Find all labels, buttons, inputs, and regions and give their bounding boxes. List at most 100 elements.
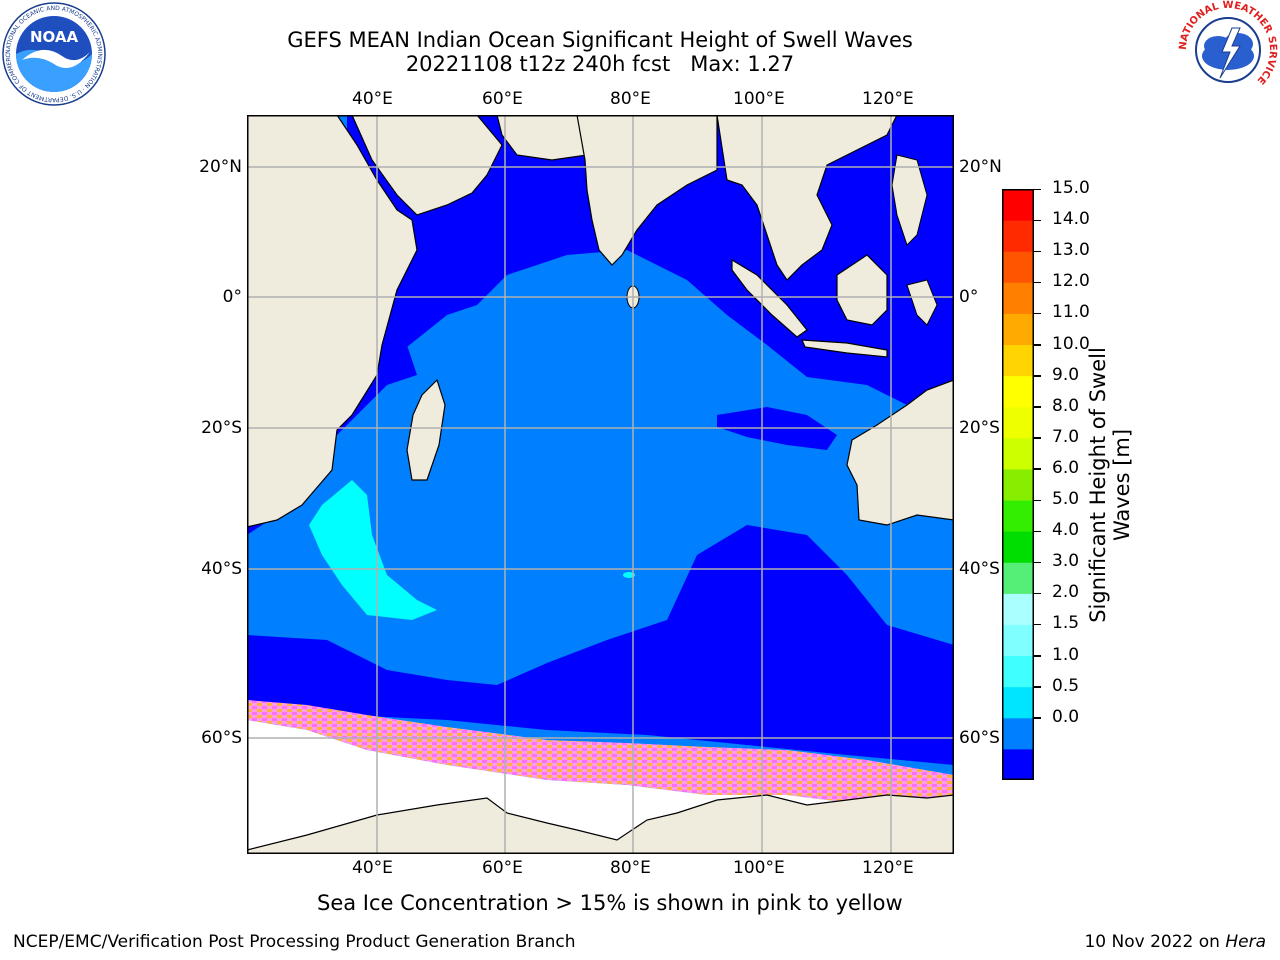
title-line-2: 20221108 t12z 240h fcst Max: 1.27 bbox=[405, 52, 795, 76]
colorbar-segment bbox=[1002, 251, 1034, 283]
noaa-logo: NOAA NATIONAL OCEANIC AND ATMOSPHERIC AD… bbox=[0, 0, 106, 106]
colorbar-tick-label: 7.0 bbox=[1052, 426, 1080, 447]
title-line-1: GEFS MEAN Indian Ocean Significant Heigh… bbox=[287, 28, 913, 52]
land-borneo bbox=[836, 254, 888, 326]
lon-tick-top-0: 40°E bbox=[352, 89, 393, 109]
footer-date: 10 Nov 2022 on bbox=[1084, 932, 1226, 952]
ocean-level-2 bbox=[309, 480, 437, 620]
colorbar-tick-mark bbox=[1034, 592, 1041, 595]
colorbar-segment bbox=[1002, 189, 1034, 221]
colorbar-segment bbox=[1002, 500, 1034, 532]
colorbar-tick-mark bbox=[1034, 655, 1041, 657]
colorbar-tick-mark bbox=[1034, 375, 1041, 377]
colorbar-segment bbox=[1002, 406, 1034, 439]
colorbar-tick-label: 0.5 bbox=[1052, 675, 1080, 696]
lat-tick-left-0: 20°N bbox=[199, 157, 242, 177]
colorbar-segment bbox=[1002, 717, 1034, 750]
land-madagascar bbox=[406, 378, 446, 481]
lon-tick-bottom-1: 60°E bbox=[482, 858, 523, 878]
gridlines bbox=[247, 115, 954, 854]
colorbar-tick-label: 12.0 bbox=[1052, 271, 1090, 292]
footer-right: 10 Nov 2022 on Hera bbox=[1084, 932, 1266, 952]
footer-left: NCEP/EMC/Verification Post Processing Pr… bbox=[13, 932, 576, 952]
colorbar-tick-mark bbox=[1034, 623, 1041, 626]
lon-tick-top-1: 60°E bbox=[482, 89, 523, 109]
lon-tick-top-2: 80°E bbox=[610, 89, 651, 109]
colorbar-segment bbox=[1002, 686, 1034, 719]
lat-tick-right-1: 0° bbox=[959, 287, 979, 307]
sea-ice-caption: Sea Ice Concentration > 15% is shown in … bbox=[317, 891, 903, 915]
colorbar-tick-mark bbox=[1034, 250, 1041, 253]
colorbar-tick-label: 5.0 bbox=[1052, 489, 1080, 510]
colorbar-segment bbox=[1002, 375, 1034, 408]
colorbar-tick-mark bbox=[1034, 281, 1041, 284]
colorbar-segment bbox=[1002, 344, 1034, 377]
colorbar-tick-mark bbox=[1034, 406, 1041, 408]
land-africa bbox=[247, 115, 418, 528]
ocean-level-2-dot bbox=[623, 572, 635, 578]
colorbar-tick-mark bbox=[1034, 717, 1041, 719]
colorbar-svg bbox=[1002, 189, 1034, 781]
colorbar-segment bbox=[1002, 220, 1034, 252]
lon-tick-bottom-3: 100°E bbox=[733, 858, 785, 878]
colorbar-tick-label: 1.5 bbox=[1052, 613, 1080, 634]
map-frame bbox=[247, 115, 954, 854]
colorbar-tick-label: 11.0 bbox=[1052, 302, 1090, 323]
colorbar-tick-mark bbox=[1034, 561, 1041, 564]
land-india bbox=[576, 115, 718, 266]
colorbar-tick-label: 1.0 bbox=[1052, 644, 1080, 665]
lon-tick-top-3: 100°E bbox=[733, 89, 785, 109]
lat-tick-left-4: 60°S bbox=[201, 728, 242, 748]
colorbar-tick-mark bbox=[1034, 188, 1041, 190]
lon-tick-bottom-2: 80°E bbox=[610, 858, 651, 878]
lat-tick-left-3: 40°S bbox=[201, 559, 242, 579]
sea-ice-band bbox=[247, 700, 954, 815]
colorbar-tick-label: 10.0 bbox=[1052, 333, 1090, 354]
colorbar-tick-mark bbox=[1034, 499, 1041, 502]
colorbar-tick-label: 8.0 bbox=[1052, 395, 1080, 416]
colorbar-label-line-2: Waves [m] bbox=[1110, 428, 1134, 542]
lon-tick-bottom-0: 40°E bbox=[352, 858, 393, 878]
land-east-islands bbox=[891, 154, 928, 246]
lon-tick-top-4: 120°E bbox=[862, 89, 914, 109]
colorbar-segment bbox=[1002, 531, 1034, 563]
colorbar-frame bbox=[1002, 189, 1034, 780]
colorbar-tick-mark bbox=[1034, 219, 1041, 222]
land-sumatra bbox=[731, 258, 808, 338]
chart-title: GEFS MEAN Indian Ocean Significant Heigh… bbox=[200, 28, 1000, 76]
colorbar-tick-label: 9.0 bbox=[1052, 364, 1080, 385]
lat-tick-right-4: 60°S bbox=[959, 728, 1000, 748]
colorbar-tick-label: 14.0 bbox=[1052, 209, 1090, 230]
colorbar-tick-label: 4.0 bbox=[1052, 520, 1080, 541]
colorbar-segment bbox=[1002, 468, 1034, 501]
map-panel bbox=[247, 115, 954, 854]
ocean-level-0-south bbox=[247, 525, 954, 765]
land-persia bbox=[496, 115, 588, 161]
colorbar-segment bbox=[1002, 562, 1034, 594]
lat-tick-right-0: 20°N bbox=[959, 157, 1002, 177]
colorbar-tick-mark bbox=[1034, 344, 1041, 346]
colorbar-tick-mark bbox=[1034, 468, 1041, 470]
colorbar-segment bbox=[1002, 593, 1034, 625]
lat-tick-right-3: 40°S bbox=[959, 559, 1000, 579]
lat-tick-left-2: 20°S bbox=[201, 418, 242, 438]
colorbar-segment bbox=[1002, 282, 1034, 314]
colorbar-segment bbox=[1002, 437, 1034, 470]
colorbar-segment bbox=[1002, 313, 1034, 346]
colorbar-segment bbox=[1002, 655, 1034, 688]
land-java bbox=[801, 339, 888, 358]
colorbar-tick-mark bbox=[1034, 530, 1041, 533]
lon-tick-bottom-4: 120°E bbox=[862, 858, 914, 878]
colorbar-tick-label: 0.0 bbox=[1052, 706, 1080, 727]
colorbar-tick-label: 15.0 bbox=[1052, 178, 1090, 198]
colorbar-tick-label: 6.0 bbox=[1052, 457, 1080, 478]
lat-tick-right-2: 20°S bbox=[959, 418, 1000, 438]
colorbar-tick-label: 3.0 bbox=[1052, 551, 1080, 572]
map-svg bbox=[247, 115, 954, 854]
colorbar-segment bbox=[1002, 748, 1034, 781]
land-arabia bbox=[351, 115, 503, 216]
colorbar-tick-mark bbox=[1034, 312, 1041, 315]
colorbar-tick-mark bbox=[1034, 686, 1041, 688]
colorbar-tick-label: 2.0 bbox=[1052, 582, 1080, 603]
colorbar-label-line-1: Significant Height of Swell bbox=[1086, 347, 1110, 623]
